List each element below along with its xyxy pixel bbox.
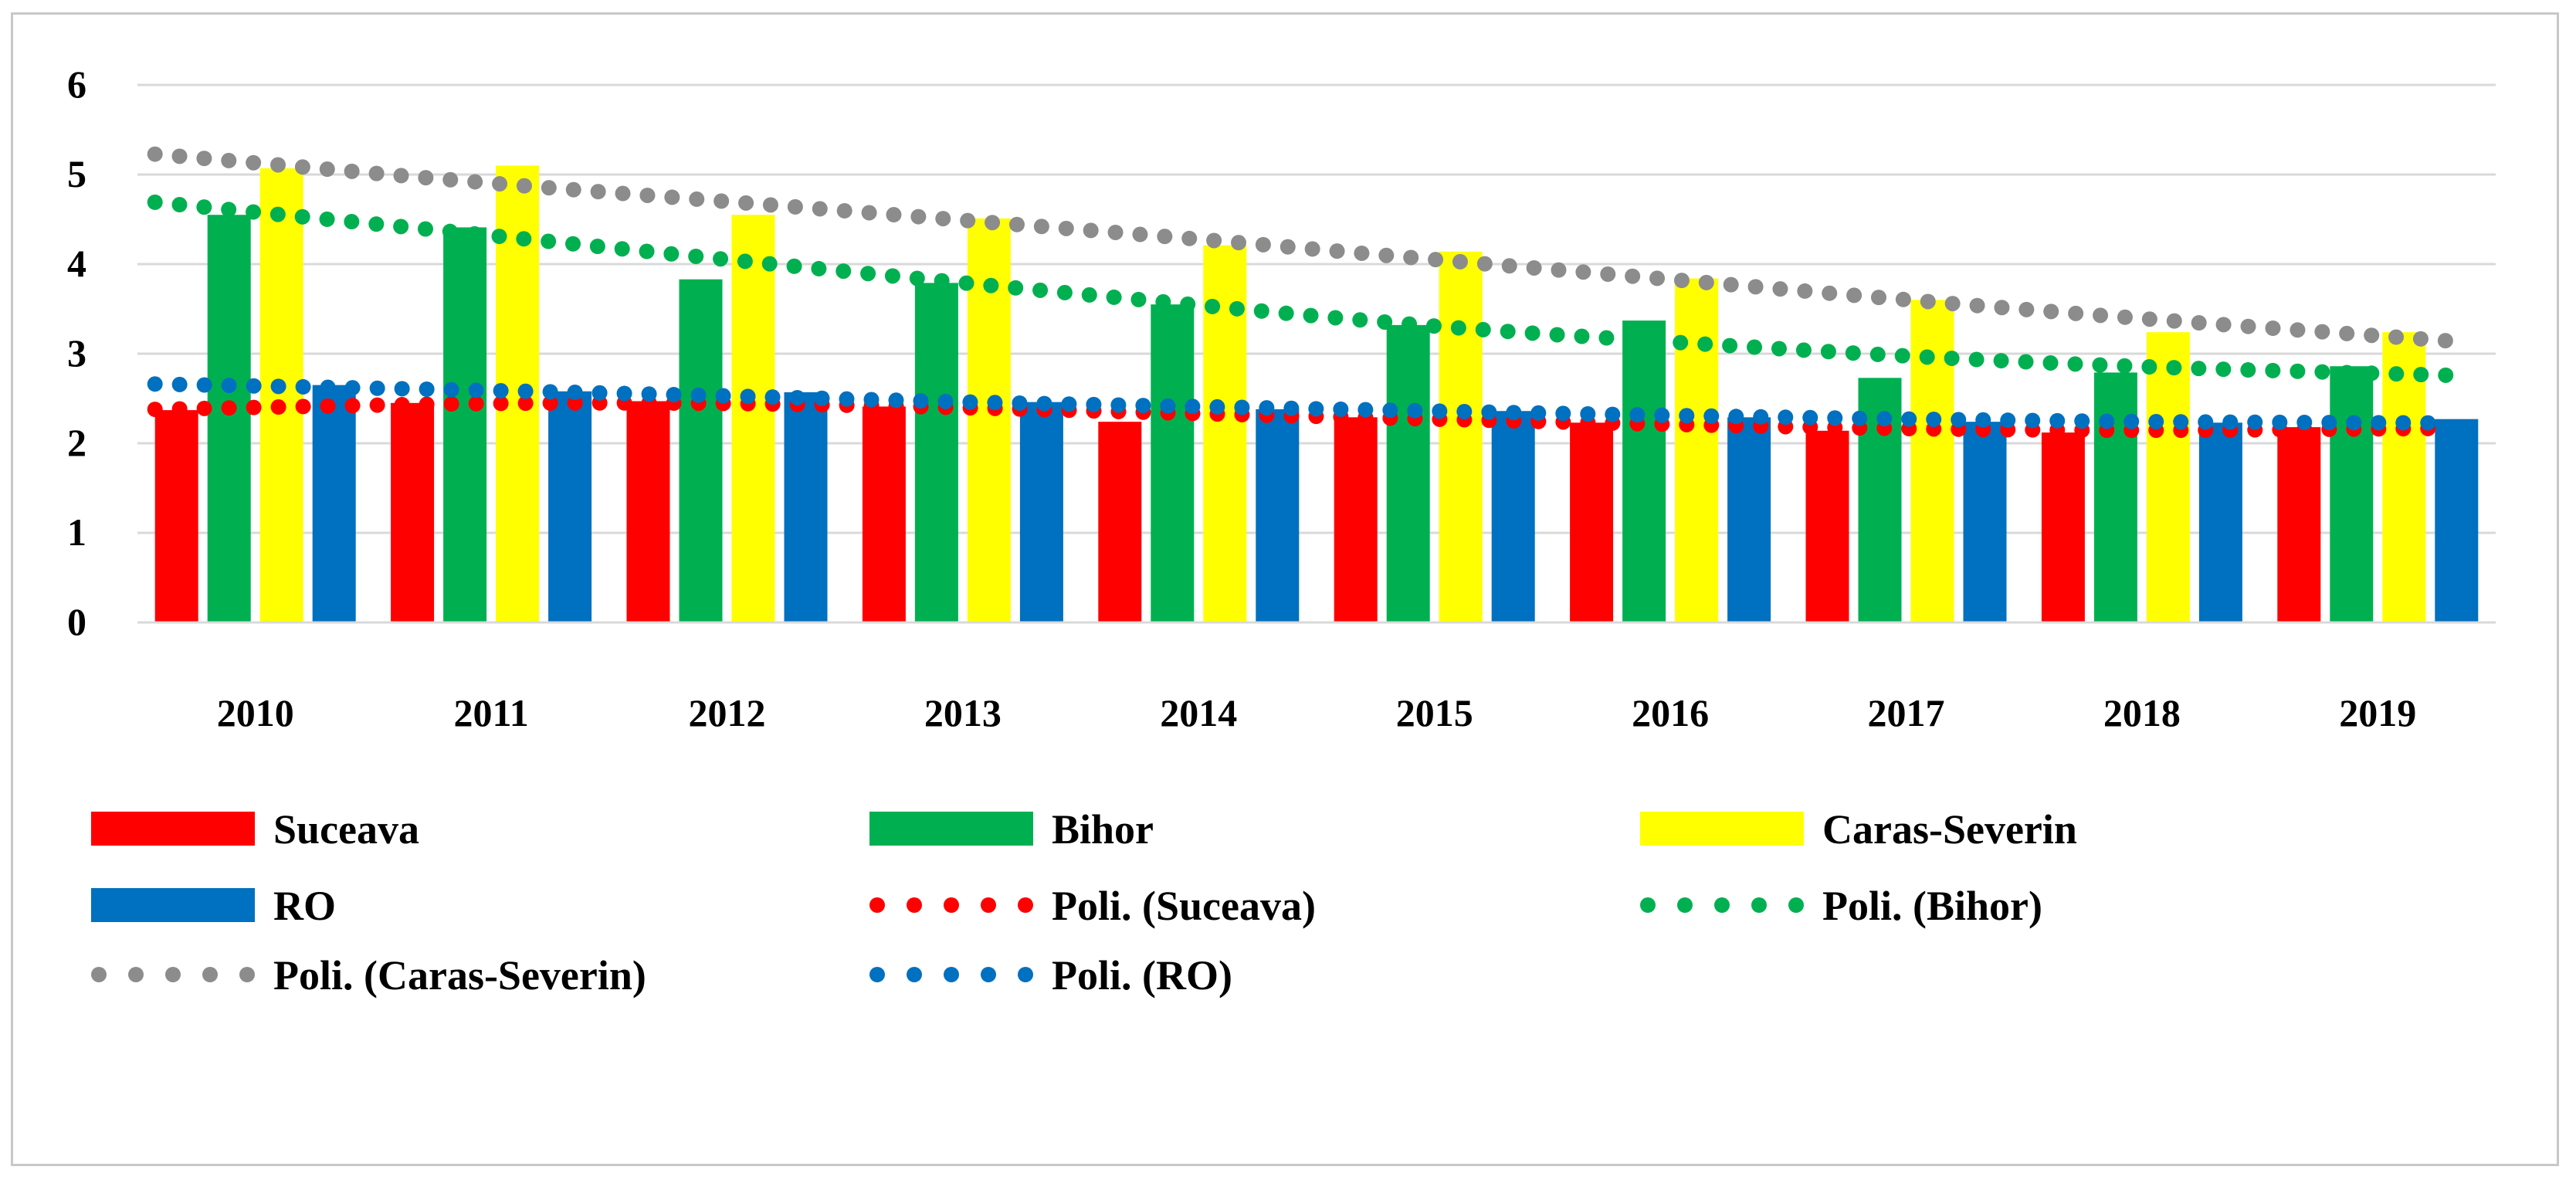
legend-swatch-bihor	[869, 812, 1033, 846]
legend-dot-poli-ro	[981, 967, 996, 982]
bar-ro-2017	[1963, 422, 2007, 622]
y-tick-label: 5	[67, 152, 86, 195]
bar-ro-2015	[1491, 411, 1535, 622]
legend-dot-poli-ro	[1018, 967, 1033, 982]
trendline-poli-caras-severin-	[147, 146, 2456, 349]
x-tick-label: 2011	[453, 691, 528, 734]
bar-suceava-2018	[2041, 432, 2085, 622]
bar-ro-2012	[784, 392, 828, 622]
legend-label-poli-suceava: Poli. (Suceava)	[1052, 883, 1316, 929]
y-tick-label: 2	[67, 421, 86, 464]
x-tick-label: 2010	[217, 691, 294, 734]
legend-dot-poli-bihor	[1751, 897, 1767, 913]
bar-caras-severin-2016	[1675, 278, 1719, 622]
legend-swatch-suceava	[91, 812, 255, 846]
bar-caras-severin-2012	[731, 215, 775, 622]
bar-ro-2018	[2198, 422, 2242, 622]
legend-dot-poli-suceava	[907, 897, 922, 913]
bar-caras-severin-2017	[1910, 300, 1954, 622]
x-tick-label: 2019	[2339, 691, 2416, 734]
legend-dot-poli-caras-severin	[239, 967, 255, 982]
legend-dot-poli-caras-severin	[128, 967, 144, 982]
bar-bihor-2016	[1622, 320, 1666, 622]
legend-label-suceava: Suceava	[273, 806, 419, 853]
legend-swatch-caras-severin	[1640, 812, 1804, 846]
bar-suceava-2010	[154, 410, 198, 622]
x-tick-label: 2017	[1868, 691, 1945, 734]
y-tick-label: 0	[67, 600, 86, 643]
bar-bihor-2019	[2330, 366, 2374, 622]
y-tick-label: 1	[67, 510, 86, 554]
bar-bihor-2018	[2093, 372, 2137, 622]
trendline-poli-suceava-	[147, 395, 2456, 439]
legend-dot-poli-bihor	[1677, 897, 1693, 913]
bar-bihor-2012	[679, 279, 723, 622]
bar-suceava-2011	[391, 402, 435, 622]
legend-dot-poli-bihor	[1640, 897, 1656, 913]
bar-caras-severin-2018	[2146, 332, 2190, 622]
legend-label-poli-ro: Poli. (RO)	[1052, 952, 1232, 999]
bar-bihor-2014	[1151, 304, 1195, 622]
bar-suceava-2015	[1334, 417, 1378, 622]
bar-ro-2011	[548, 391, 592, 622]
legend-dot-poli-suceava	[869, 897, 885, 913]
bar-caras-severin-2015	[1439, 251, 1483, 622]
x-tick-label: 2014	[1160, 691, 1237, 734]
legend-label-poli-caras-severin: Poli. (Caras-Severin)	[273, 952, 646, 999]
legend-dot-poli-ro	[907, 967, 922, 982]
legend-swatch-ro	[91, 888, 255, 922]
bar-bihor-2015	[1386, 324, 1430, 622]
y-tick-label: 4	[67, 242, 86, 285]
bar-bihor-2010	[207, 215, 251, 622]
bar-ro-2016	[1727, 417, 1771, 622]
y-tick-label: 6	[67, 63, 86, 106]
trendline-poli-bihor-	[147, 194, 2456, 383]
bar-caras-severin-2010	[259, 168, 303, 622]
legend-dot-poli-bihor	[1788, 897, 1804, 913]
legend-label-ro: RO	[273, 883, 336, 929]
legend-dot-poli-caras-severin	[91, 967, 107, 982]
bar-suceava-2019	[2277, 427, 2321, 622]
bar-bihor-2013	[914, 283, 958, 622]
legend-dot-poli-suceava	[944, 897, 959, 913]
legend-dot-poli-suceava	[981, 897, 996, 913]
bar-suceava-2017	[1805, 430, 1849, 622]
bar-bihor-2011	[443, 227, 487, 622]
legend-dot-poli-bihor	[1714, 897, 1730, 913]
legend-dot-poli-ro	[869, 967, 885, 982]
bar-suceava-2013	[862, 406, 906, 622]
bar-ro-2014	[1256, 409, 1300, 622]
legend-dot-poli-ro	[944, 967, 959, 982]
legend-label-caras-severin: Caras-Severin	[1822, 806, 2077, 853]
legend-dot-poli-suceava	[1018, 897, 1033, 913]
bar-suceava-2016	[1570, 422, 1614, 622]
bar-ro-2019	[2435, 419, 2479, 622]
x-tick-label: 2015	[1396, 691, 1473, 734]
legend-label-bihor: Bihor	[1052, 806, 1154, 853]
legend-label-poli-bihor: Poli. (Bihor)	[1822, 883, 2042, 929]
bar-suceava-2014	[1098, 422, 1142, 622]
legend-dot-poli-caras-severin	[202, 967, 218, 982]
bar-ro-2013	[1019, 402, 1063, 622]
trendline-poli-ro-	[147, 376, 2456, 431]
bar-suceava-2012	[626, 401, 670, 622]
y-tick-label: 3	[67, 331, 86, 375]
x-tick-label: 2018	[2103, 691, 2181, 734]
x-tick-label: 2012	[689, 691, 766, 734]
x-tick-label: 2013	[924, 691, 1002, 734]
x-tick-label: 2016	[1632, 691, 1709, 734]
bar-ro-2010	[312, 385, 356, 622]
legend-dot-poli-caras-severin	[165, 967, 181, 982]
